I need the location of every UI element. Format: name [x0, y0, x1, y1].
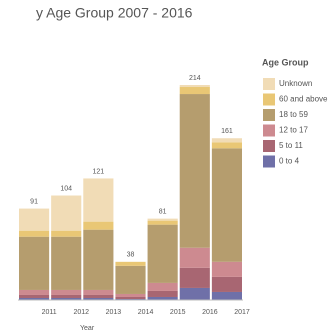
bar-segment [51, 230, 82, 237]
bar-segment [115, 298, 146, 300]
bar-segment [19, 289, 50, 295]
bar-segment [19, 230, 50, 237]
bar-segment [211, 291, 242, 300]
bar-segment [147, 290, 178, 297]
bar-segment [83, 229, 114, 290]
total-label: 91 [30, 198, 38, 205]
bar-segment [147, 282, 178, 291]
bar-segment [147, 220, 178, 225]
bar-segment [51, 294, 82, 298]
bar-segment [211, 148, 242, 262]
bar-segment [83, 289, 114, 295]
total-label: 161 [221, 128, 233, 135]
bar-segment [51, 289, 82, 295]
legend-label: 18 to 59 [279, 110, 308, 119]
legend-swatch [263, 155, 275, 168]
legend-swatch [263, 140, 275, 152]
total-label: 104 [60, 185, 72, 192]
legend-label: Unknown [279, 79, 312, 88]
bar-segment [147, 296, 178, 300]
bar-segment [179, 85, 210, 88]
bar-segment [147, 218, 178, 221]
bar-segment [179, 287, 210, 300]
bar-segment [211, 138, 242, 143]
chart-title: y Age Group 2007 - 2016 [36, 5, 193, 21]
bar-segment [179, 94, 210, 248]
legend-swatch [263, 124, 275, 137]
bar-segment [83, 297, 114, 300]
bar-segment [51, 297, 82, 300]
bar-segment [19, 294, 50, 298]
bar-segment [179, 247, 210, 268]
legend-title: Age Group [262, 57, 309, 67]
legend-label: 12 to 17 [279, 126, 308, 135]
bar-segment [19, 297, 50, 300]
bar-segment [179, 267, 210, 288]
bar-segment [19, 208, 50, 231]
bar-segment [147, 224, 178, 283]
bar-segment [115, 265, 146, 294]
total-label: 214 [189, 75, 201, 82]
x-tick-label: 2016 [202, 309, 218, 316]
legend-swatch [263, 78, 275, 90]
x-tick-label: 2013 [106, 309, 122, 316]
bar-segment [115, 261, 146, 266]
bar-segment [51, 195, 82, 231]
bar-segment [115, 296, 146, 299]
bar-segment [51, 236, 82, 290]
bar-segment [83, 178, 114, 222]
x-tick-label: 2015 [170, 309, 186, 316]
bar-segment [211, 142, 242, 149]
bar-segment [19, 236, 50, 290]
x-tick-label: 2011 [42, 309, 57, 316]
total-label: 121 [93, 168, 105, 175]
bar-segment [179, 87, 210, 95]
x-tick-label: 2012 [73, 309, 89, 316]
total-label: 81 [159, 208, 167, 215]
bar-segment [211, 276, 242, 292]
total-label: 38 [127, 252, 135, 259]
x-axis-label: Year [80, 325, 95, 332]
legend-swatch [263, 109, 275, 121]
x-tick-label: 2017 [234, 309, 250, 316]
legend-swatch [263, 93, 275, 106]
bar-segment [83, 221, 114, 230]
legend-label: 60 and above [279, 95, 328, 104]
x-tick-label: 2014 [138, 309, 154, 316]
legend-label: 5 to 11 [279, 141, 303, 150]
bar-segment [211, 261, 242, 277]
legend-label: 0 to 4 [279, 157, 300, 166]
bar-segment [83, 294, 114, 298]
bar-segment [115, 293, 146, 297]
